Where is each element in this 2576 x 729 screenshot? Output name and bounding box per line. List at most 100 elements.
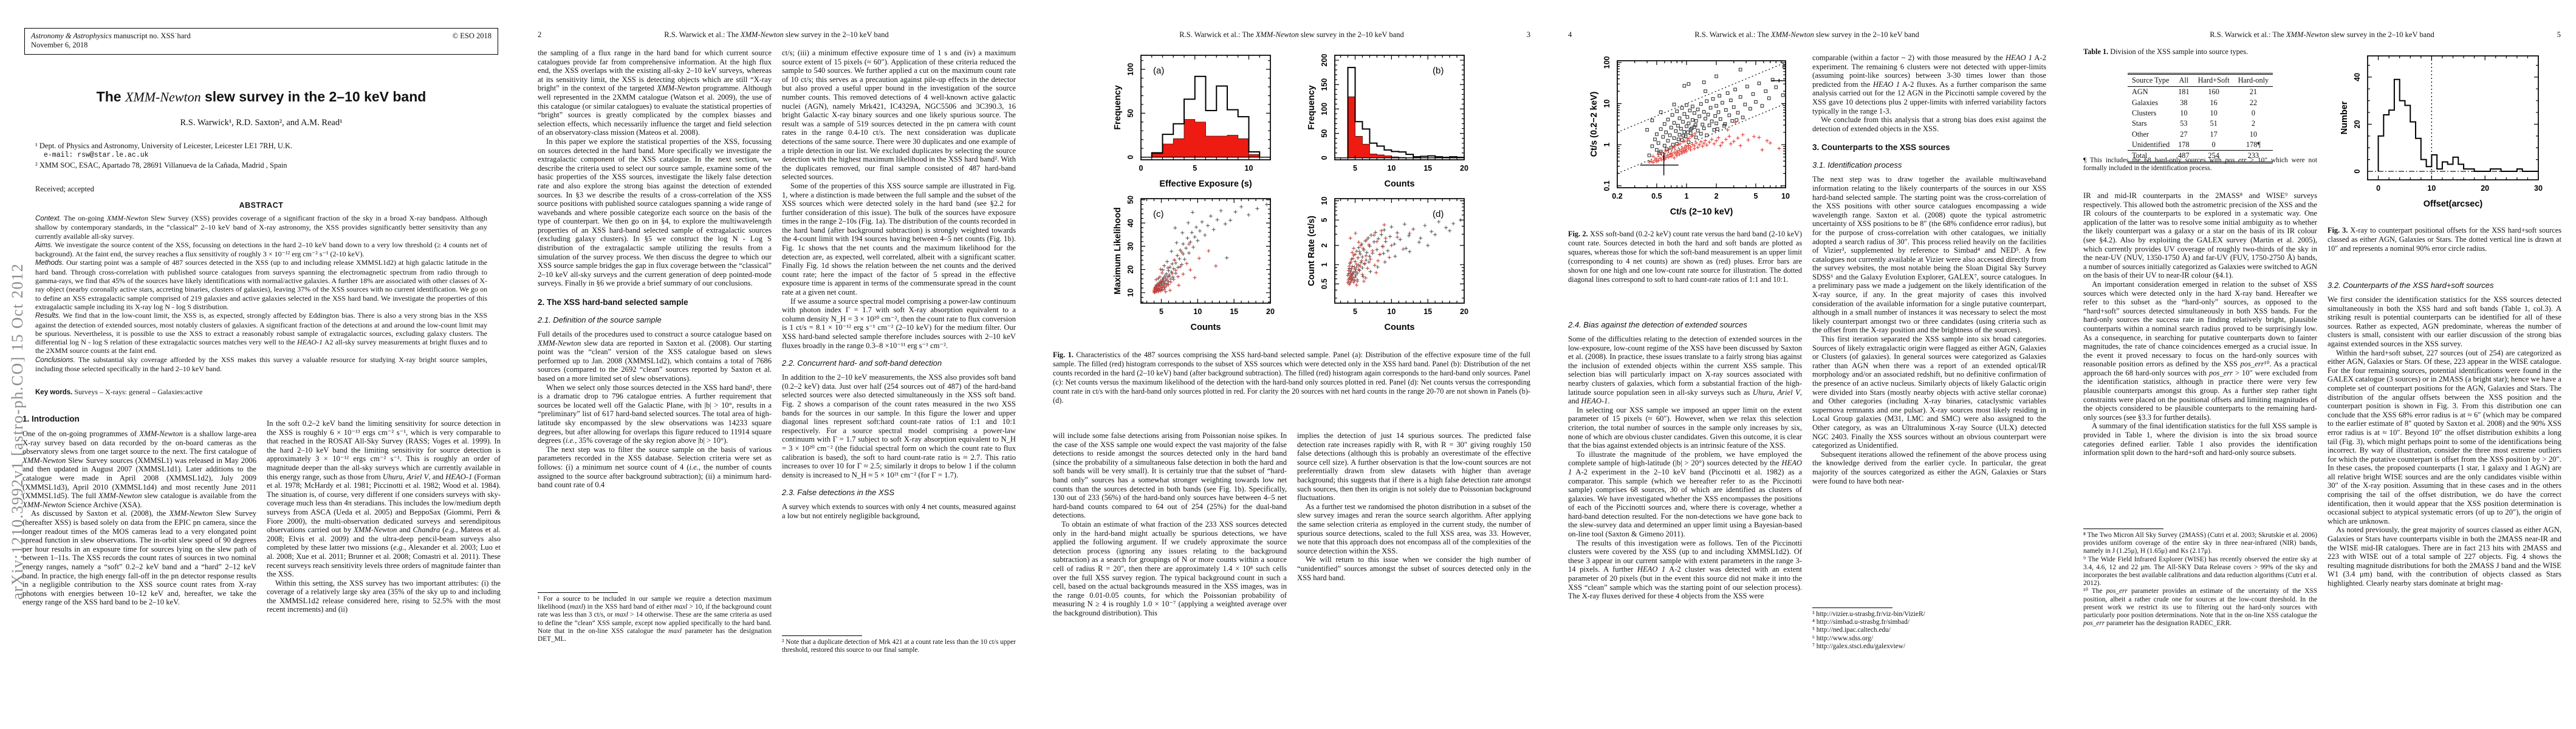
svg-text:100: 100 — [1320, 103, 1329, 115]
affiliation-1: ¹ Dept. of Physics and Astronomy, Univer… — [35, 142, 293, 150]
table-cell: 160 — [2208, 87, 2219, 97]
svg-text:Frequency: Frequency — [1307, 85, 1317, 129]
paragraph: the sampling of a flux range in the hard… — [538, 49, 772, 137]
paragraph: Subsequent iterations allowed the refine… — [1812, 450, 2046, 485]
svg-text:5: 5 — [1353, 164, 1357, 173]
svg-text:150: 150 — [1320, 78, 1329, 91]
svg-text:50: 50 — [1126, 196, 1135, 204]
svg-text:20: 20 — [1266, 307, 1275, 316]
subsection-heading-3-2: 3.2. Counterparts of the XSS hard+soft s… — [2328, 281, 2494, 290]
svg-text:5: 5 — [1320, 218, 1329, 222]
svg-text:(a): (a) — [1153, 66, 1164, 76]
table-cell: 17 — [2210, 129, 2218, 139]
table-row: Other 27 17 10 — [2128, 129, 2273, 140]
paragraph: Some of the difficulties relating to the… — [1568, 335, 1802, 406]
footnote-4: ⁴ http://simbad.u-strasbg.fr/simbad/ — [1812, 618, 1910, 626]
page4-right-column: comparable (within a factor ~ 2) with th… — [1812, 53, 2046, 603]
page1-left-column: 1. Introduction One of the on-going prog… — [22, 414, 256, 660]
svg-text:10: 10 — [1781, 192, 1790, 200]
footnote-2: ² Note that a duplicate detection of Mrk… — [782, 638, 1016, 654]
email-line: e-mail: rsw@star.le.ac.uk — [44, 151, 149, 159]
page4-left-column: 2.4. Bias against the detection of exten… — [1568, 320, 1802, 658]
table-cell: Clusters — [2132, 108, 2157, 117]
table-cell: 10 — [2249, 129, 2258, 139]
footnote-rule — [538, 592, 618, 593]
table-column-header: All — [2174, 74, 2194, 87]
svg-text:Maximum Likelihood: Maximum Likelihood — [1113, 207, 1123, 294]
paragraph: We conclude from this analysis that a st… — [1812, 115, 2046, 133]
svg-text:50: 50 — [1126, 109, 1135, 117]
title-italic: XMM-Newton — [125, 89, 201, 104]
svg-text:2: 2 — [1714, 192, 1719, 200]
table-row: Stars 53 51 2 — [2128, 118, 2273, 129]
figure-3-offset-histogram: 0 10 20 30 0 20 40 Offset(arcsec) Number — [2340, 55, 2543, 209]
table-cell: Unidentified — [2132, 140, 2170, 149]
page-number: 4 — [1568, 30, 1572, 39]
paragraph: One of the on-going programmes of XMM-Ne… — [22, 430, 256, 509]
page-5: R.S. Warwick et al.: The XMM-Newton slew… — [2061, 0, 2576, 729]
page4-footnotes: ³ http://vizier.u-strasbg.fr/viz-bin/Viz… — [1812, 608, 2046, 651]
figure-caption-label: Fig. 2. — [1568, 230, 1588, 238]
footnote-3: ³ http://vizier.u-strasbg.fr/viz-bin/Viz… — [1812, 611, 1925, 618]
table-row: AGN 181 160 21 — [2128, 87, 2273, 98]
table-cell: 10 — [2210, 108, 2218, 117]
page5-left-column: IR and mid-IR counterparts in the 2MASS⁸… — [2083, 191, 2317, 524]
table-cell: 178¶ — [2245, 140, 2261, 149]
affiliation-2: ² XMM SOC, ESAC, Apartado 78, 28691 Vill… — [35, 161, 287, 169]
footnote-rule — [782, 635, 862, 636]
paragraph: Within this setting, the XSS survey has … — [267, 578, 501, 614]
svg-text:10: 10 — [1320, 197, 1329, 205]
svg-text:2: 2 — [1320, 243, 1329, 247]
svg-text:0: 0 — [1126, 155, 1135, 159]
svg-text:Count Rate (ct/s): Count Rate (ct/s) — [1307, 216, 1317, 286]
svg-text:20: 20 — [1460, 164, 1468, 173]
svg-text:15: 15 — [1230, 307, 1238, 316]
table-cell: 22 — [2249, 98, 2258, 107]
page-3: R.S. Warwick et al.: The XMM-Newton slew… — [1030, 0, 1546, 729]
table-column-header: Hard+Soft — [2193, 74, 2234, 87]
subsection-heading-2-2: 2.2. Concurrent hard- and soft-band dete… — [782, 358, 942, 368]
section-heading-3: 3. Counterparts to the XSS sources — [1812, 143, 1950, 152]
footnote-9: ⁹ The Wide Field Infrared Explorer (WISE… — [2083, 555, 2317, 587]
paragraph: implies the detection of just 14 spuriou… — [1297, 431, 1531, 502]
svg-text:Effective Exposure (s): Effective Exposure (s) — [1159, 179, 1252, 189]
svg-text:0: 0 — [1139, 164, 1143, 173]
table-row: Total 487 254 233 — [2128, 150, 2273, 163]
masthead-copyright: © ESO 2018 — [452, 32, 492, 40]
subsection-heading-2-3: 2.3. False detections in the XSS — [782, 488, 894, 498]
paragraph: A summary of the final identification st… — [2083, 422, 2317, 457]
svg-text:0.2: 0.2 — [1612, 192, 1622, 200]
abstract-methods: Methods. Our starting point was a sample… — [35, 258, 487, 311]
page-1: arXiv:1210.3992v1 [astro-ph.CO] 15 Oct 2… — [0, 0, 515, 729]
masthead-journal-line: Astronomy & Astrophysics manuscript no. … — [31, 32, 191, 40]
page5-right-column: 3.2. Counterparts of the XSS hard+soft s… — [2328, 281, 2561, 660]
paragraph: As a further test we randomised the phot… — [1297, 502, 1531, 555]
abstract-block: Context. The on-going XMM-Newton Slew Su… — [35, 214, 487, 373]
paragraph: In the soft 0.2–2 keV band the limiting … — [267, 419, 501, 579]
svg-text:0.5: 0.5 — [1651, 192, 1662, 200]
footnote-1: ¹ For a source to be included in our sam… — [538, 595, 772, 643]
paragraph: An important consideration emerged in re… — [2083, 279, 2317, 422]
footnote-10: ¹⁰ The pos_err parameter provides an est… — [2083, 587, 2317, 628]
svg-text:10: 10 — [1126, 289, 1135, 297]
footnote-6: ⁶ http://www.sdss.org/ — [1812, 634, 1873, 642]
abstract-label: Conclusions. — [35, 356, 75, 364]
abstract-label: Methods. — [35, 259, 64, 267]
abstract-context: Context. The on-going XMM-Newton Slew Su… — [35, 214, 488, 241]
table-column-header: Hard-only — [2233, 74, 2273, 87]
page2-left-column: the sampling of a flux range in the hard… — [538, 49, 772, 591]
table-cell: Other — [2132, 129, 2149, 139]
abstract-label: Results. — [35, 312, 61, 320]
svg-text:10: 10 — [1387, 307, 1396, 316]
section-heading-introduction: 1. Introduction — [22, 414, 80, 423]
table-cell: 487 — [2174, 150, 2194, 163]
paragraph: As discussed by Saxton et al. (2008), th… — [22, 509, 256, 607]
page-number: 2 — [538, 30, 542, 39]
abstract-heading: ABSTRACT — [239, 201, 284, 210]
page3-right-column: implies the detection of just 14 spuriou… — [1297, 431, 1531, 661]
abstract-aims: Aims. We investigate the source content … — [35, 240, 487, 259]
page5-footnotes: ⁸ The Two Micron All Sky Survey (2MASS) … — [2083, 529, 2317, 628]
svg-text:1: 1 — [1684, 192, 1688, 200]
footnote-1-block: ¹ For a source to be included in our sam… — [538, 592, 772, 643]
